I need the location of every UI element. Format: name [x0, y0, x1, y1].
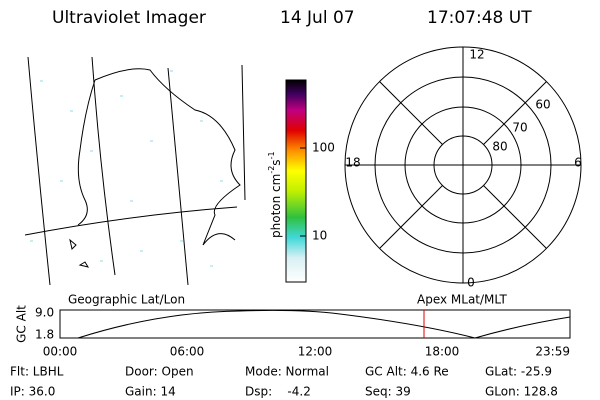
status-field: Dsp: -4.2 — [245, 385, 311, 399]
status-field: Seq: 39 — [365, 385, 411, 399]
time: 17:07:48 UT — [427, 8, 532, 28]
timeline-xtick: 06:00 — [170, 345, 205, 359]
label-unit: s — [269, 159, 283, 165]
altitude-curve — [77, 309, 571, 339]
colorbar — [285, 79, 307, 283]
timeline-frame — [59, 309, 571, 339]
title: Ultraviolet Imager — [52, 8, 206, 28]
status-panel: Flt: LBHL Door: Open Mode: Normal GC Alt: 4… — [10, 365, 558, 399]
status-field: GLon: 128.8 — [485, 385, 558, 399]
timeline-y-label: GC Alt — [15, 305, 29, 343]
colorbar-label: photon cm-2s-1 — [267, 151, 283, 238]
label-text: photon cm — [269, 174, 283, 238]
label-exp: -1 — [267, 151, 276, 159]
timeline-ytick: 1.8 — [35, 328, 54, 342]
lat-label: 70 — [512, 121, 527, 135]
mlt-label: 18 — [345, 156, 360, 170]
polar-grid — [344, 46, 582, 284]
mlt-label: 12 — [469, 48, 484, 62]
status-field: Door: Open — [125, 365, 194, 379]
timeline-ytick: 9.0 — [35, 306, 54, 320]
status-field: IP: 36.0 — [10, 385, 55, 399]
colorbar-tick-label: 10 — [312, 229, 327, 243]
label-exp: -2 — [267, 166, 276, 174]
status-field: Flt: LBHL — [10, 365, 64, 379]
date: 14 Jul 07 — [280, 8, 355, 28]
lat-label: 80 — [492, 140, 507, 154]
lat-label: 60 — [535, 98, 550, 112]
timeline-xtick: 18:00 — [425, 345, 460, 359]
map-image — [24, 56, 246, 286]
status-field: GLat: -25.9 — [485, 365, 552, 379]
timeline-left-label: Geographic Lat/Lon — [68, 293, 185, 307]
status-field: Mode: Normal — [245, 365, 329, 379]
timeline-right-label: Apex MLat/MLT — [417, 293, 507, 307]
status-field: Gain: 14 — [125, 385, 176, 399]
mlt-label: 6 — [574, 156, 582, 170]
timeline-xtick: 12:00 — [298, 345, 333, 359]
status-field: GC Alt: 4.6 Re — [365, 365, 449, 379]
colorbar-tick-label: 100 — [312, 141, 335, 155]
mlt-label: 0 — [467, 276, 475, 290]
timeline-xtick: 23:59 — [535, 345, 570, 359]
timeline-xtick: 00:00 — [43, 345, 78, 359]
